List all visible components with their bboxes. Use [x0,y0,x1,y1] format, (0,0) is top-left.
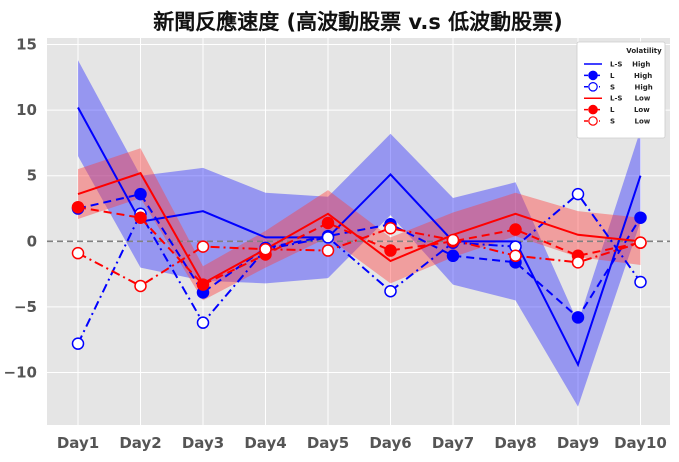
series-lines [77,107,642,368]
data-point [634,211,647,224]
data-point [321,216,335,230]
data-point [321,244,335,257]
x-tick-label: Day3 [182,434,224,452]
data-point [134,279,147,293]
x-tick-label: Day8 [494,434,536,452]
x-tick-label: Day10 [614,434,667,452]
y-tick-label: −10 [4,364,37,382]
data-point [384,221,397,235]
legend-label: L High [610,72,652,80]
data-point [571,187,585,201]
series-line [77,192,642,319]
legend-label: L Low [610,106,650,114]
confidence-band [78,60,641,407]
y-tick-label: 15 [16,36,37,54]
x-axis-ticks: Day1 Day2 Day3 Day4 Day5 Day6 Day7 Day8 Day9 Day1… [57,434,667,452]
legend-label: S Low [610,118,651,126]
y-tick-label: 10 [16,101,37,119]
data-point [384,244,397,257]
data-point [134,187,147,201]
data-point [259,242,272,256]
legend-label: L-S High [610,61,650,69]
chart-title: 新聞反應速度 (高波動股票 v.s 低波動股票) [153,10,563,34]
y-tick-label: 0 [27,232,37,250]
data-point [196,316,210,329]
data-point [634,275,647,289]
x-tick-label: Day2 [119,434,161,452]
series-line [77,107,642,368]
legend-label: L-S Low [610,95,651,103]
series-line [77,227,641,288]
series-line [77,206,641,286]
data-point [571,311,585,324]
x-tick-label: Day6 [369,434,411,452]
data-point [509,249,522,263]
x-tick-label: Day1 [57,434,99,452]
data-point [446,233,460,247]
series-line [77,192,642,345]
data-point [71,200,85,214]
y-tick-label: −5 [14,298,37,316]
data-point [634,236,647,249]
x-tick-label: Day4 [244,434,286,452]
x-tick-label: Day7 [432,434,474,452]
legend-label: S High [610,83,653,91]
legend-box [576,41,666,139]
legend-marker [588,104,598,115]
legend: Volatility L-S High L High S High L-S Low L … [576,41,666,139]
data-point [384,284,397,298]
y-axis-ticks: −10 −5 0 5 10 15 [4,36,37,382]
legend-title: Volatility [626,47,662,55]
y-tick-label: 5 [27,167,37,185]
data-point [71,246,85,260]
data-point [509,223,522,236]
data-point [571,256,585,269]
legend-marker [588,116,598,126]
confidence-band [78,148,641,301]
x-tick-label: Day9 [557,434,599,452]
data-point [446,249,460,263]
legend-items: L-S High L High S High L-S Low L Low S Low [584,61,653,126]
series-markers [71,187,647,350]
data-point [196,278,210,291]
legend-marker [588,82,598,92]
confidence-bands [78,60,641,407]
data-point [321,231,335,244]
legend-marker [588,70,598,81]
data-point [196,240,210,253]
x-tick-label: Day5 [307,434,349,452]
data-point [71,337,85,350]
data-point [134,211,147,224]
